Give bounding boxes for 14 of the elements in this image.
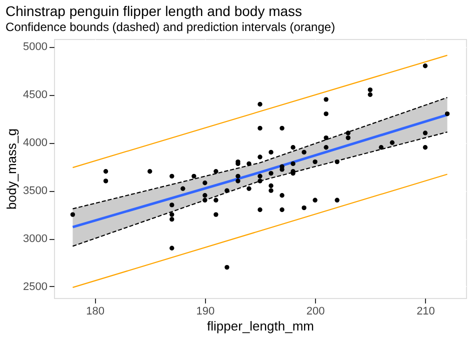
chart-title: Chinstrap penguin flipper length and body mass: [6, 3, 302, 19]
x-tick-label: 180: [86, 306, 104, 318]
y-tick-label: 3500: [23, 185, 48, 198]
y-tick-label: 5000: [23, 41, 48, 54]
x-tick-label: 200: [306, 306, 325, 318]
y-tick-label: 2500: [23, 280, 48, 293]
y-axis-title: body_mass_g: [4, 128, 20, 210]
chart-subtitle: Confidence bounds (dashed) and prediction intervals (orange): [6, 20, 336, 34]
x-tick-label: 210: [416, 306, 435, 318]
y-tick-label: 4500: [23, 89, 48, 102]
x-tick-label: 190: [196, 306, 215, 318]
y-tick-label: 4000: [23, 137, 48, 150]
y-tick-label: 3000: [23, 233, 48, 246]
x-axis-title: flipper_length_mm: [207, 318, 314, 334]
